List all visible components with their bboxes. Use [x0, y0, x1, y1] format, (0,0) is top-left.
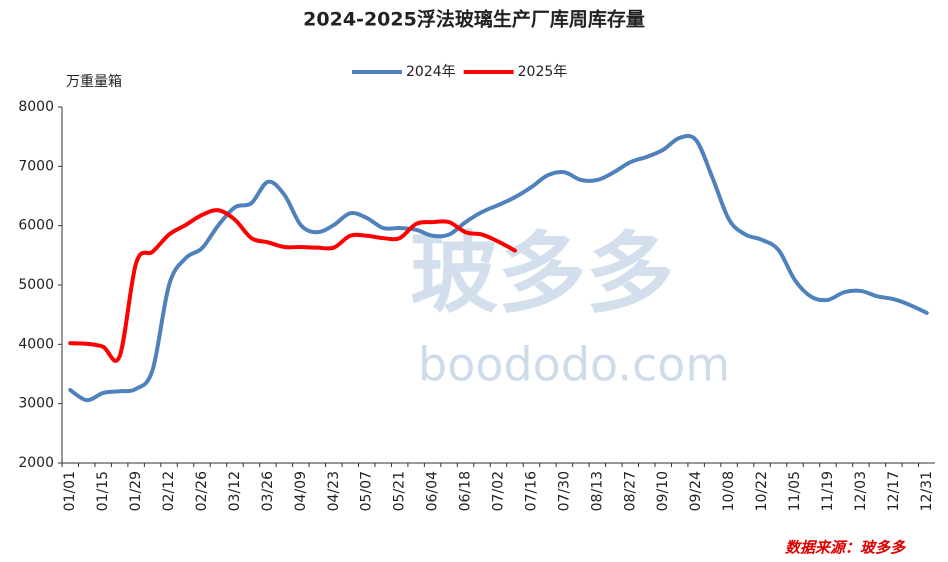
line-series — [68, 208, 517, 363]
x-tick-label: 06/04 — [425, 471, 441, 511]
x-tick-label: 12/31 — [919, 471, 935, 511]
legend-label: 2024年 — [406, 64, 456, 80]
x-tick-label: 05/21 — [392, 471, 408, 511]
x-tick-label: 09/24 — [688, 471, 704, 511]
legend-label: 2025年 — [518, 64, 568, 80]
y-tick-label: 3000 — [18, 396, 54, 412]
x-tick-label: 10/08 — [721, 471, 737, 511]
line-series — [68, 133, 929, 403]
watermark: boododo.com — [418, 338, 730, 392]
x-tick-label: 03/12 — [227, 471, 243, 511]
x-tick-label: 09/10 — [655, 471, 671, 511]
chart-title: 2024-2025浮法玻璃生产厂库周库存量 — [303, 8, 645, 31]
x-tick-label: 07/16 — [523, 471, 539, 511]
source-note: 数据来源：玻多多 — [785, 539, 906, 557]
x-tick-label: 11/19 — [820, 471, 836, 511]
x-tick-label: 08/27 — [622, 471, 638, 511]
x-tick-label: 01/01 — [62, 471, 78, 511]
y-tick-label: 8000 — [18, 99, 54, 115]
x-tick-label: 05/07 — [359, 471, 375, 511]
x-tick-label: 04/09 — [293, 471, 309, 511]
y-tick-label: 4000 — [18, 336, 54, 352]
x-tick-label: 01/29 — [128, 471, 144, 511]
y-tick-label: 6000 — [18, 218, 54, 234]
x-tick-label: 07/02 — [491, 471, 507, 511]
x-tick-label: 07/30 — [556, 471, 572, 511]
y-tick-label: 7000 — [18, 158, 54, 174]
x-tick-label: 02/12 — [161, 471, 177, 511]
y-tick-label: 5000 — [18, 277, 54, 293]
x-tick-label: 04/23 — [326, 471, 342, 511]
x-tick-label: 03/26 — [260, 471, 276, 511]
x-tick-label: 02/26 — [194, 471, 210, 511]
x-tick-label: 01/15 — [95, 471, 111, 511]
watermark: 玻多多 — [410, 222, 674, 325]
x-tick-label: 06/18 — [458, 471, 474, 511]
y-axis-label: 万重量箱 — [66, 74, 122, 90]
x-tick-label: 12/17 — [886, 471, 902, 511]
x-tick-label: 12/03 — [853, 471, 869, 511]
x-tick-label: 10/22 — [754, 471, 770, 511]
x-tick-label: 11/05 — [787, 471, 803, 511]
y-tick-label: 2000 — [18, 455, 54, 471]
x-tick-label: 08/13 — [589, 471, 605, 511]
